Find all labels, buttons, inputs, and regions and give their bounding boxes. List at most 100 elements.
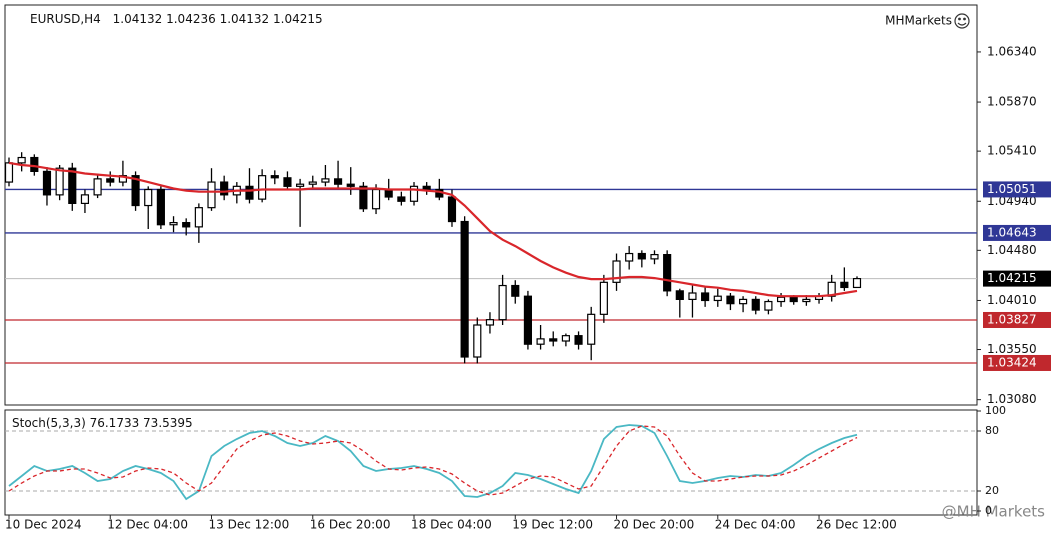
moving-average-line [8, 161, 858, 298]
main-pane [4, 4, 978, 406]
candle-body [776, 296, 786, 303]
x-tick-label: 13 Dec 12:00 [209, 518, 290, 532]
candle-body [131, 175, 140, 207]
candle-body [422, 185, 431, 191]
y-tick-label: 1.03080 [987, 392, 1037, 406]
y-tick-label: 1.04480 [987, 243, 1037, 257]
header-high: 1.04236 [166, 12, 216, 26]
candle-body [587, 313, 596, 345]
candle-body [409, 185, 419, 202]
candle-body [764, 300, 773, 311]
candle-body [739, 298, 748, 305]
candle-body [460, 220, 469, 358]
candle-body [308, 181, 317, 185]
x-tick-label: 18 Dec 04:00 [411, 518, 492, 532]
symbol: EURUSD,H4 [30, 12, 101, 26]
candle-body [663, 254, 672, 292]
header-low: 1.04132 [220, 12, 270, 26]
candle-body [182, 222, 191, 228]
candle-body [549, 338, 558, 342]
candle-body [68, 167, 77, 204]
header-open: 1.04132 [113, 12, 163, 26]
watermark: @MH Markets [942, 503, 1046, 521]
candle-body [321, 178, 330, 183]
candle-body [688, 292, 697, 301]
level-label-box [983, 311, 1051, 328]
candle-body [106, 178, 115, 183]
candle-body [473, 324, 482, 358]
candle-body [574, 335, 583, 345]
stoch-d-value: 73.5395 [143, 416, 193, 430]
candle-body [523, 295, 533, 345]
header-close: 1.04215 [273, 12, 323, 26]
candle-body [371, 188, 381, 210]
candle-body [283, 177, 292, 187]
candle-body [296, 183, 305, 187]
x-tick-label: 12 Dec 04:00 [107, 518, 188, 532]
candle-body [55, 167, 64, 196]
candle-body [359, 185, 368, 210]
candle-body [498, 284, 507, 321]
level-label: 1.05051 [987, 182, 1037, 196]
candle-body [485, 319, 495, 326]
level-label: 1.03827 [987, 312, 1037, 326]
y-tick-label: 1.03550 [987, 342, 1037, 356]
candle-body [156, 188, 165, 226]
x-tick-label: 10 Dec 2024 [5, 518, 82, 532]
candle-body [751, 298, 760, 311]
stoch-y-tick-label: 80 [985, 424, 999, 437]
candle-body [333, 178, 343, 185]
y-tick-label: 1.04010 [987, 293, 1037, 307]
candle-body [625, 252, 634, 262]
candle-body [397, 196, 406, 202]
candle-body [612, 260, 621, 283]
candle-body [447, 196, 457, 223]
level-label-box [983, 224, 1051, 241]
candle-body [675, 290, 684, 301]
candle-body [194, 207, 203, 228]
candle-body [701, 292, 710, 302]
candle-body [30, 156, 39, 173]
candle-body [637, 252, 646, 260]
candle-body [42, 170, 52, 196]
candle-body [726, 295, 735, 305]
x-tick-label: 20 Dec 20:00 [614, 518, 695, 532]
candle-body [561, 335, 570, 342]
level-label: 1.03424 [987, 355, 1037, 369]
candle-body [852, 278, 862, 289]
chart-header: EURUSD,H4 1.04132 1.04236 1.04132 1.0421… [30, 12, 323, 26]
x-tick-label: 26 Dec 12:00 [816, 518, 897, 532]
candle-body [599, 281, 608, 315]
candle-body [207, 181, 216, 209]
candle-body [536, 338, 545, 345]
stoch-y-tick-label: 0 [985, 504, 992, 517]
stoch-k-line [8, 424, 858, 501]
stoch-pane [4, 409, 978, 516]
candle-body [17, 156, 26, 164]
current-price-box [983, 270, 1051, 287]
candle-body [789, 296, 798, 303]
x-tick-label: 24 Dec 04:00 [715, 518, 796, 532]
candle-body [650, 254, 659, 260]
brand-icon [954, 13, 970, 29]
y-tick-label: 1.06340 [987, 44, 1037, 58]
stoch-k-value: 76.1733 [90, 416, 140, 430]
candle-body [93, 178, 102, 196]
stoch-y-tick-label: 20 [985, 484, 999, 497]
stoch-d-line [8, 425, 858, 496]
candle-body [384, 188, 393, 198]
candle-body [169, 222, 178, 226]
level-label-box [983, 354, 1051, 371]
y-tick-label: 1.05870 [987, 95, 1037, 109]
brand: MHMarkets [885, 14, 952, 28]
candle-body [220, 181, 229, 196]
candle-body [4, 162, 14, 183]
y-tick-label: 1.05410 [987, 144, 1037, 158]
candle-body [80, 194, 90, 205]
candle-body [511, 284, 520, 297]
candle-body [802, 298, 811, 303]
candle-body [346, 183, 355, 187]
candle-body [144, 188, 153, 207]
x-tick-label: 19 Dec 12:00 [512, 518, 593, 532]
